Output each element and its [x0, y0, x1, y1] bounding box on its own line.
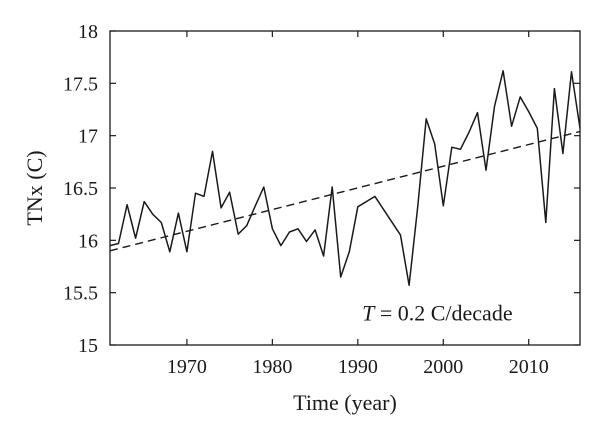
- x-tick-label: 2010: [509, 356, 549, 378]
- trend-line: [109, 130, 581, 252]
- x-tick-label: 1970: [167, 356, 207, 378]
- y-tick-label: 15: [78, 335, 98, 357]
- y-axis: 15 15.5 16 16.5 17 17.5 18: [63, 21, 580, 357]
- y-axis-label: TNx (C): [22, 150, 47, 225]
- series-group: [109, 70, 581, 287]
- annotation-value: = 0.2 C/decade: [374, 301, 512, 326]
- tnx-series-line: [109, 70, 581, 287]
- y-tick-label: 17: [78, 126, 98, 148]
- annotation-variable: T: [362, 301, 376, 326]
- plot-frame: [109, 30, 581, 346]
- y-tick-label: 17.5: [63, 73, 98, 95]
- x-tick-label: 1980: [252, 356, 292, 378]
- annotation-group: T = 0.2 C/decade: [362, 301, 513, 326]
- y-tick-label: 16.5: [63, 178, 98, 200]
- y-tick-label: 16: [78, 230, 98, 252]
- x-tick-label: 1990: [338, 356, 378, 378]
- x-axis: 1970 1980 1990 2000 2010: [167, 31, 549, 378]
- x-axis-label: Time (year): [293, 390, 397, 415]
- plot-area: [109, 30, 581, 346]
- y-tick-label: 18: [78, 21, 98, 43]
- y-tick-label: 15.5: [63, 283, 98, 305]
- trend-annotation: T = 0.2 C/decade: [362, 301, 513, 326]
- x-tick-label: 2000: [423, 356, 463, 378]
